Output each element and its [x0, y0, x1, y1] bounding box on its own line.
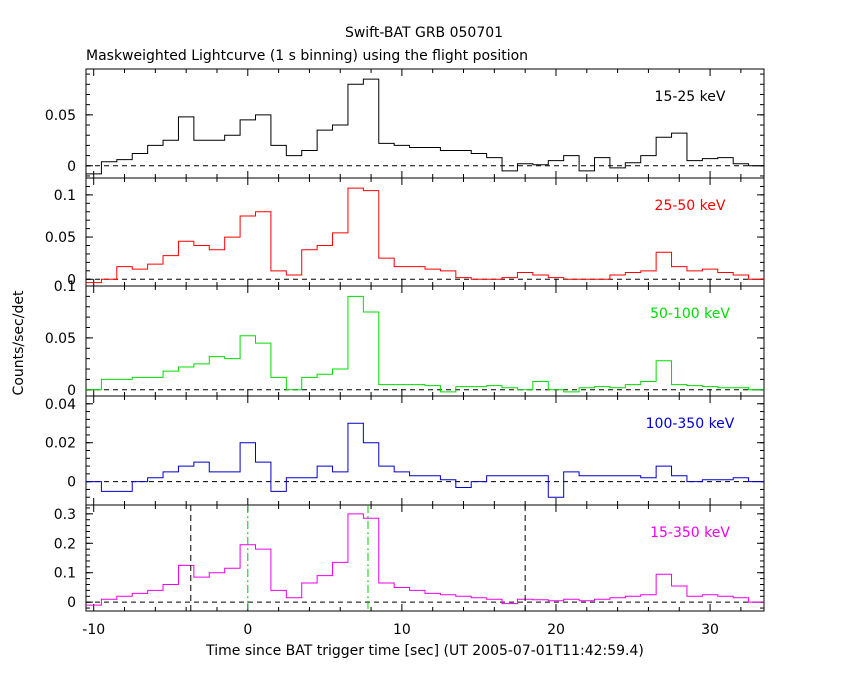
y-tick-label: 0.1 [54, 188, 76, 204]
x-tick-label: 30 [701, 622, 719, 638]
panel-frame [85, 68, 765, 179]
band-label: 100-350 keV [646, 416, 735, 432]
y-tick-label: 0 [67, 383, 76, 399]
y-tick-label: 0.2 [54, 536, 76, 552]
x-tick-label: 20 [547, 622, 565, 638]
chart-title: Swift-BAT GRB 050701 [345, 25, 503, 41]
y-tick-label: 0.1 [54, 566, 76, 582]
panel-0: 0 0.05 15-25 keV [45, 68, 765, 179]
chart-subtitle: Maskweighted Lightcurve (1 s binning) us… [86, 48, 528, 64]
panels-group: 0 0.05 15-25 keV 0 0.05 0.1 25-50 keV 0 0.05 0.1 5… [45, 68, 765, 612]
y-tick-label: 0 [67, 475, 76, 491]
y-tick-label: 0 [67, 595, 76, 611]
panel-frame [85, 504, 765, 612]
band-label: 15-25 keV [655, 89, 726, 105]
panel-frame [85, 395, 765, 506]
panel-frame [85, 285, 765, 397]
y-tick-label: 0.05 [45, 108, 76, 124]
x-tick-label: -10 [82, 622, 105, 638]
y-tick-label: 0.02 [45, 436, 76, 452]
y-tick-label: 0.1 [54, 279, 76, 295]
panel-frame [85, 177, 765, 287]
series-line [86, 422, 764, 498]
x-tick-label: 10 [393, 622, 411, 638]
x-tick-labels: -10 0 10 20 30 [82, 622, 719, 638]
y-axis-label: Counts/sec/det [11, 290, 27, 395]
panel-3: 0 0.02 0.04 100-350 keV [45, 395, 765, 506]
band-label: 25-50 keV [655, 198, 726, 214]
panel-1: 0 0.05 0.1 25-50 keV [45, 177, 765, 288]
x-axis-label: Time since BAT trigger time [sec] (UT 20… [205, 643, 644, 659]
x-tick-label: 0 [243, 622, 252, 638]
y-tick-label: 0.05 [45, 331, 76, 347]
series-line [86, 78, 764, 175]
y-tick-label: 0.3 [54, 507, 76, 523]
panel-2: 0 0.05 0.1 50-100 keV [45, 279, 765, 399]
y-tick-label: 0 [67, 272, 76, 288]
y-tick-label: 0.04 [45, 397, 76, 413]
band-label: 15-350 keV [650, 525, 730, 541]
panel-4: 0 0.1 0.2 0.3 15-350 keV [54, 504, 765, 612]
y-tick-label: 0 [67, 159, 76, 175]
band-label: 50-100 keV [650, 306, 730, 322]
y-tick-label: 0.05 [45, 230, 76, 246]
